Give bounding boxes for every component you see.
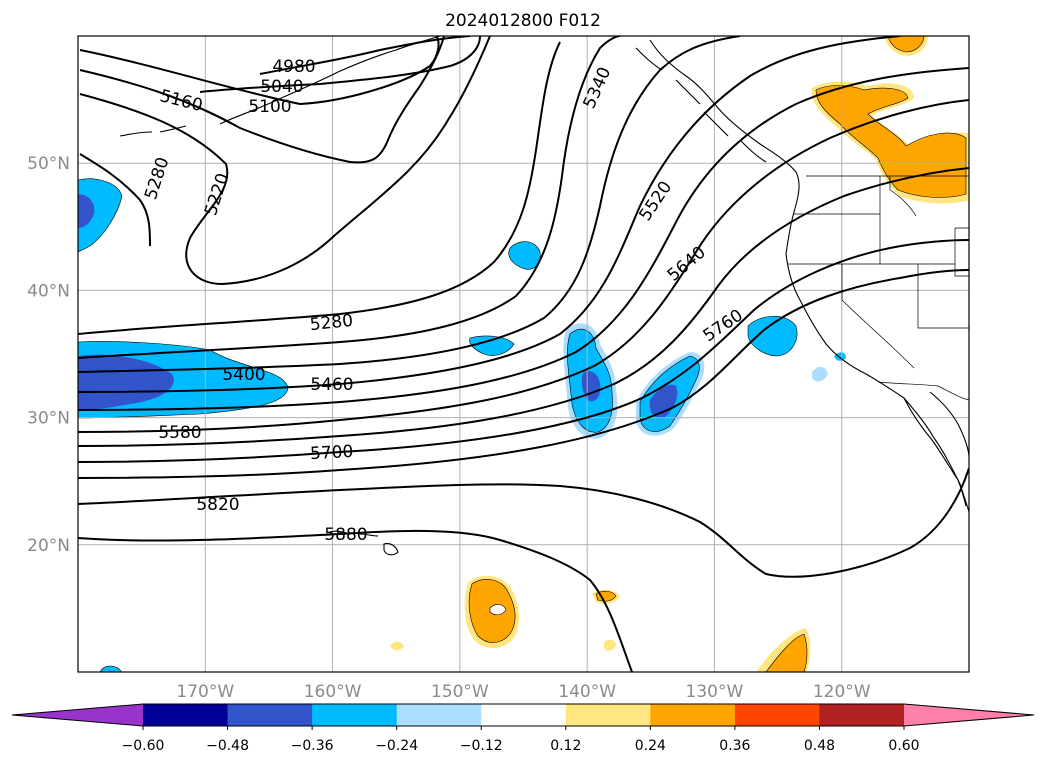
- alaska-panhandle-islands: [635, 47, 767, 163]
- pos-region-top-core: [887, 36, 925, 53]
- contour-5640: [78, 167, 969, 447]
- pos-region-northwest-us-core: [815, 85, 967, 198]
- pos-region-south-central-hole: [489, 604, 507, 616]
- neg-region-tiny: [812, 366, 828, 382]
- political-borders: [788, 175, 969, 401]
- colorbar-swatch-3: [396, 704, 482, 726]
- nevada-california-border: [841, 264, 915, 369]
- colorbar-label-6: 0.24: [635, 738, 666, 754]
- contour-5460: [78, 36, 901, 393]
- contour-5820: [78, 467, 969, 578]
- lon-label-2: 150°W: [431, 682, 489, 702]
- lat-label-2: 30°N: [27, 409, 70, 429]
- contour-5400: [78, 36, 741, 373]
- contour-5340: [78, 36, 621, 359]
- neg-region-small-mid-2: [469, 335, 515, 356]
- colorbar-swatch-0: [143, 704, 229, 726]
- wyoming-border: [954, 227, 969, 277]
- colorbar-swatch-4: [481, 704, 567, 726]
- colorbar-label-4: −0.12: [460, 738, 503, 754]
- contour-label-5880: 5880: [324, 525, 367, 545]
- contour-label-5100: 5100: [248, 97, 291, 117]
- neg-region-west-edge-core: [78, 194, 95, 228]
- contour-5760: [78, 269, 969, 479]
- contour-5040: [199, 36, 481, 93]
- contour-4980: [259, 36, 471, 75]
- contour-label-5280: 5280: [309, 311, 354, 335]
- lon-label-0: 170°W: [176, 682, 234, 702]
- contour-5880: [78, 529, 633, 672]
- pos-region-small-1-core: [595, 590, 617, 602]
- longitude-labels: 170°W 160°W 150°W 140°W 130°W 120°W: [176, 682, 870, 702]
- colorbar-label-3: −0.24: [375, 738, 418, 754]
- island-arc-small: [119, 125, 187, 137]
- map-panel: 4980 5040 5100 5160 5220 5280 5280 5340 …: [78, 36, 969, 672]
- lon-label-5: 120°W: [813, 682, 871, 702]
- contour-5280: [78, 41, 561, 335]
- colorbar-label-0: −0.60: [122, 738, 165, 754]
- colorbar-swatch-5: [565, 704, 651, 726]
- coastlines: [119, 36, 969, 556]
- montana-border: [889, 176, 917, 217]
- colorbar-extend-low: [12, 704, 143, 726]
- colorbar-swatch-6: [650, 704, 736, 726]
- colorbar-label-1: −0.48: [206, 738, 249, 754]
- neg-region-offshore: [747, 315, 798, 357]
- colorbar-label-7: 0.36: [719, 738, 750, 754]
- contour-5700: [78, 239, 969, 463]
- neg-region-east-core: [649, 384, 678, 419]
- contour-label-5820: 5820: [196, 495, 239, 515]
- colorbar-label-9: 0.60: [888, 738, 919, 754]
- colorbar-label-5: 0.12: [550, 738, 581, 754]
- lon-label-1: 160°W: [304, 682, 362, 702]
- mexico-mainland-coast: [929, 391, 969, 457]
- neg-region-west-edge: [78, 178, 123, 253]
- pos-region-bottom-right-core: [765, 633, 808, 672]
- contour-label-5400: 5400: [222, 365, 265, 385]
- colorbar-label-2: −0.36: [291, 738, 334, 754]
- colorbar-ticks: −0.60 −0.48 −0.36 −0.24 −0.12 0.12 0.24 0.36 0.4…: [122, 726, 920, 754]
- us-mexico-border: [877, 381, 969, 401]
- north-america-coastline: [649, 39, 969, 513]
- contour-label-5460: 5460: [310, 375, 353, 395]
- lat-label-1: 40°N: [27, 281, 70, 301]
- contour-5580: [78, 99, 969, 433]
- contour-5220: [79, 36, 491, 286]
- lat-label-0: 50°N: [27, 154, 70, 174]
- contour-5160: [79, 36, 445, 164]
- map-frame: [77, 35, 970, 673]
- contour-5520: [78, 67, 969, 411]
- colorbar-swatch-2: [312, 704, 398, 726]
- contour-label-5580: 5580: [158, 423, 201, 443]
- contour-label-4980: 4980: [272, 57, 315, 77]
- colorbar-extend-high: [904, 704, 1034, 726]
- contour-label-5700: 5700: [310, 442, 354, 464]
- colorbar-swatches: [11, 703, 1035, 727]
- contour-5280-upper: [79, 153, 151, 247]
- neg-region-subtropical-west-core: [78, 354, 174, 410]
- colorbar-swatch-1: [227, 704, 313, 726]
- neg-region-small-mid: [508, 241, 541, 270]
- lat-label-3: 20°N: [27, 536, 70, 556]
- pos-region-small-3: [390, 641, 404, 651]
- lon-label-3: 140°W: [558, 682, 616, 702]
- colorbar-label-8: 0.48: [804, 738, 835, 754]
- colorbar-swatch-7: [734, 704, 820, 726]
- contour-label-5040: 5040: [260, 77, 303, 97]
- baja-peninsula: [903, 397, 967, 507]
- map-title: 2024012800 F012: [445, 11, 601, 31]
- aleutian-islands: [219, 36, 441, 125]
- latitude-labels: 50°N 40°N 30°N 20°N: [27, 154, 70, 556]
- colorbar: −0.60 −0.48 −0.36 −0.24 −0.12 0.12 0.24 0.36 0.4…: [11, 703, 1035, 754]
- pos-region-small-2: [604, 639, 616, 651]
- height-contours: [78, 36, 969, 672]
- colorbar-swatch-8: [819, 704, 905, 726]
- lon-label-4: 130°W: [686, 682, 744, 702]
- nevada-east-border: [917, 264, 969, 329]
